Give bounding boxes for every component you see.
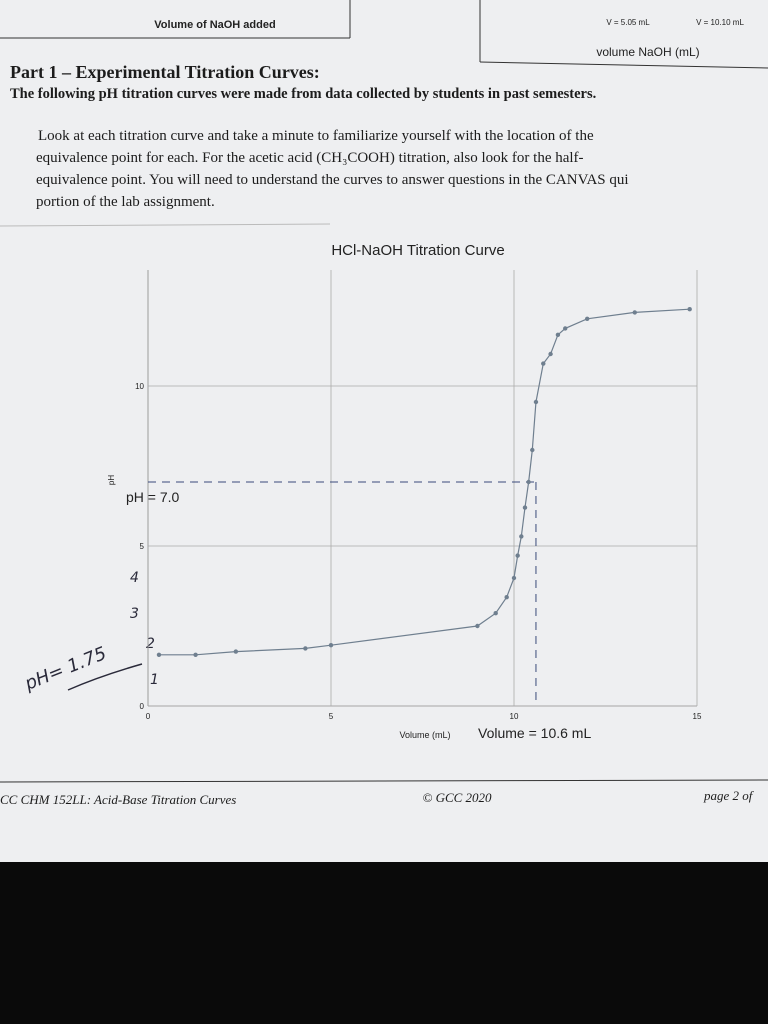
annotation: 3 (130, 606, 139, 622)
annotation: 1 (150, 672, 159, 688)
x-axis-label: Volume (mL) (399, 730, 450, 740)
fragment-mark: V = 10.10 mL (696, 18, 744, 27)
fragment-mark: V = 5.05 mL (606, 18, 650, 27)
data-point (687, 307, 692, 312)
chart-title: HCl-NaOH Titration Curve (331, 242, 504, 259)
data-point (156, 652, 162, 657)
data-point (533, 399, 539, 405)
footer-right: page 2 of (703, 788, 755, 803)
footer-rule (0, 779, 768, 783)
data-point (530, 447, 535, 453)
box-edge (479, 61, 768, 69)
data-point (632, 310, 637, 315)
data-point (493, 611, 498, 616)
data-point (585, 316, 590, 321)
x-tick-label: 15 (693, 712, 702, 721)
data-point (526, 479, 531, 485)
divider (0, 223, 331, 227)
subheading: The following pH titration curves were m… (10, 86, 596, 102)
data-point (504, 595, 509, 600)
paragraph-line: portion of the lab assignment. (36, 194, 215, 210)
x-tick-label: 5 (329, 712, 334, 721)
data-point (548, 351, 553, 357)
x-tick-label: 0 (146, 712, 151, 721)
data-point (519, 534, 524, 539)
data-point (541, 361, 546, 366)
y-axis-label: pH (107, 475, 116, 485)
y-tick-label: 5 (140, 542, 145, 551)
data-point (193, 652, 198, 657)
data-point (555, 332, 561, 337)
x-tick-label: 10 (510, 712, 519, 721)
y-tick-label: 10 (135, 382, 144, 391)
footer-center: © GCC 2020 (422, 790, 492, 805)
data-point (511, 575, 517, 581)
footer-left: CC CHM 152LL: Acid-Base Titration Curves (0, 792, 236, 807)
paragraph-line: equivalence point for each. For the acet… (36, 150, 584, 166)
data-point (563, 326, 568, 331)
data-point (328, 643, 334, 648)
paragraph-line: Look at each titration curve and take a … (38, 128, 594, 144)
data-point (475, 623, 480, 629)
paragraph-line: equivalence point. You will need to unde… (36, 172, 629, 188)
data-point (515, 553, 520, 558)
paper (0, 0, 768, 870)
fragment-label: Volume of NaOH added (154, 19, 275, 31)
y-tick-label: 0 (140, 702, 145, 711)
annotation: 2 (146, 636, 155, 652)
fragment-label: volume NaOH (mL) (596, 45, 699, 59)
data-point (303, 646, 308, 651)
annotation: pH = 7.0 (126, 489, 180, 505)
annotation: 4 (130, 570, 139, 586)
handwritten-underline (67, 663, 143, 691)
data-line (158, 308, 690, 656)
heading: Part 1 – Experimental Titration Curves: (10, 62, 320, 82)
data-point (233, 649, 239, 654)
dark-background (0, 862, 768, 1024)
data-point (522, 505, 528, 510)
annotation: Volume = 10.6 mL (478, 725, 591, 741)
